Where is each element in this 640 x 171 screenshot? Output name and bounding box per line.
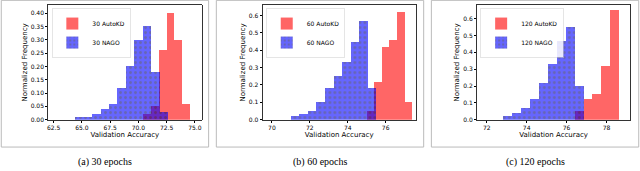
svg-text:0.25: 0.25 xyxy=(31,49,45,56)
svg-text:0.0: 0.0 xyxy=(463,116,473,123)
svg-text:0.20: 0.20 xyxy=(31,63,45,70)
svg-text:67.5: 67.5 xyxy=(103,124,117,131)
svg-text:0.15: 0.15 xyxy=(31,76,45,83)
svg-text:0.3: 0.3 xyxy=(463,65,473,72)
svg-text:(a) 30 epochs: (a) 30 epochs xyxy=(78,156,132,168)
svg-text:0.05: 0.05 xyxy=(31,102,45,109)
svg-text:72.5: 72.5 xyxy=(160,124,174,131)
svg-text:120 NAGO: 120 NAGO xyxy=(521,39,552,46)
svg-text:Normalized Frequency: Normalized Frequency xyxy=(21,23,29,101)
svg-text:Normalized Frequency: Normalized Frequency xyxy=(239,23,247,101)
svg-text:72: 72 xyxy=(306,124,314,131)
svg-text:(c) 120 epochs: (c) 120 epochs xyxy=(506,156,565,168)
svg-text:70: 70 xyxy=(268,124,276,131)
svg-text:30 AutoKD: 30 AutoKD xyxy=(92,20,124,27)
svg-text:78: 78 xyxy=(603,124,611,131)
svg-text:0.5: 0.5 xyxy=(463,32,473,39)
svg-text:65.0: 65.0 xyxy=(75,124,89,131)
svg-text:120 AutoKD: 120 AutoKD xyxy=(521,20,557,27)
svg-text:0.35: 0.35 xyxy=(31,23,45,30)
svg-text:0.4: 0.4 xyxy=(463,48,473,55)
svg-text:74: 74 xyxy=(523,124,531,131)
svg-text:60 AutoKD: 60 AutoKD xyxy=(307,20,339,27)
svg-text:76: 76 xyxy=(563,124,571,131)
svg-text:0.1: 0.1 xyxy=(463,99,473,106)
svg-text:Validation Accuracy: Validation Accuracy xyxy=(519,131,588,139)
svg-text:0.1: 0.1 xyxy=(249,98,259,105)
svg-text:0.10: 0.10 xyxy=(31,89,45,96)
svg-text:0.0: 0.0 xyxy=(249,116,259,123)
svg-text:0.3: 0.3 xyxy=(249,64,259,71)
svg-text:0.4: 0.4 xyxy=(249,46,259,53)
svg-text:70.0: 70.0 xyxy=(132,124,146,131)
svg-text:0.6: 0.6 xyxy=(463,15,473,22)
svg-text:74: 74 xyxy=(344,124,352,131)
svg-text:0.30: 0.30 xyxy=(31,36,45,43)
svg-text:72: 72 xyxy=(483,124,491,131)
svg-text:62.5: 62.5 xyxy=(47,124,61,131)
svg-text:(b) 60 epochs: (b) 60 epochs xyxy=(293,156,348,168)
svg-text:Validation Accuracy: Validation Accuracy xyxy=(90,131,159,139)
svg-text:Normalized Frequency: Normalized Frequency xyxy=(453,23,461,101)
svg-text:0.2: 0.2 xyxy=(463,82,473,89)
svg-text:0.5: 0.5 xyxy=(249,29,259,36)
svg-text:60 NAGO: 60 NAGO xyxy=(307,39,335,46)
svg-text:30 NAGO: 30 NAGO xyxy=(92,39,120,46)
svg-text:0.6: 0.6 xyxy=(249,12,259,19)
svg-text:Validation Accuracy: Validation Accuracy xyxy=(305,131,374,139)
svg-text:0.00: 0.00 xyxy=(31,116,45,123)
svg-text:75.0: 75.0 xyxy=(188,124,202,131)
svg-text:0.2: 0.2 xyxy=(249,81,259,88)
svg-text:0.40: 0.40 xyxy=(31,9,45,16)
svg-text:76: 76 xyxy=(382,124,390,131)
